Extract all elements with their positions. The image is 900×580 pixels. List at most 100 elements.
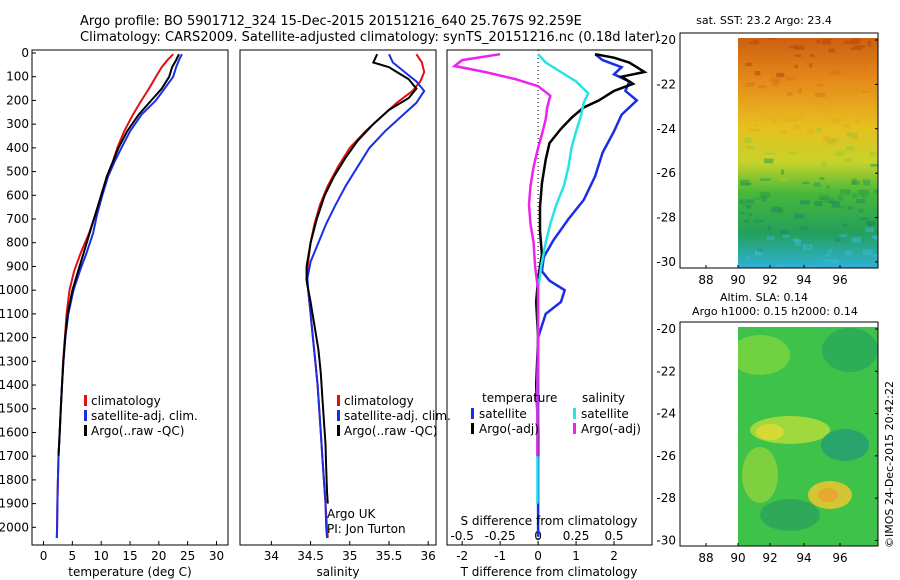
lat-tick-label: -22	[656, 364, 676, 378]
t-diff-tick-label: -1	[494, 549, 506, 563]
s-diff-tick-label: -0.5	[450, 529, 473, 543]
legend-swatch	[573, 423, 576, 434]
depth-tick-label: 1000	[0, 283, 29, 297]
argo-uk-annotation: Argo UK	[327, 507, 376, 521]
temperature-series-line	[55, 53, 174, 539]
lon-tick-label: 88	[698, 551, 713, 565]
legend-entry: Argo(-adj)	[479, 422, 539, 436]
legend-swatch	[471, 423, 474, 434]
legend-swatch	[84, 410, 87, 421]
lat-tick-label: -20	[656, 322, 676, 336]
header-line1: Argo profile: BO 5901712_324 15-Dec-2015…	[80, 14, 582, 29]
s-diff-tick-label: -0.25	[485, 529, 516, 543]
lon-tick-label: 88	[698, 273, 713, 287]
salinity-series-line	[306, 53, 426, 539]
depth-tick-label: 1900	[0, 497, 29, 511]
temperature-series-line	[55, 53, 183, 539]
legend-entry: satellite	[581, 407, 629, 421]
legend-entry: climatology	[344, 394, 414, 408]
s-diff-tick-label: 0.25	[563, 529, 590, 543]
depth-tick-label: 500	[6, 165, 29, 179]
lat-tick-label: -28	[656, 491, 676, 505]
salinity-series-line	[305, 53, 426, 539]
temperature-tick-label: 30	[209, 549, 224, 563]
difference-series-line	[534, 52, 648, 457]
t-diff-tick-label: -2	[456, 549, 468, 563]
legend-swatch	[573, 408, 576, 419]
temperature-tick-label: 25	[180, 549, 195, 563]
depth-tick-label: 1800	[0, 473, 29, 487]
sst-heatmap	[738, 38, 878, 268]
sla-map-panel: Altim. SLA: 0.14 Argo h1000: 0.15 h2000:…	[656, 291, 879, 565]
difference-series-line	[536, 53, 639, 537]
header-line2: Climatology: CARS2009. Satellite-adjuste…	[80, 30, 660, 45]
temperature-axes-frame	[31, 49, 229, 546]
lat-tick-label: -26	[656, 449, 676, 463]
legend-swatch	[337, 395, 340, 406]
lat-tick-label: -24	[656, 407, 676, 421]
t-diff-tick-label: 1	[572, 549, 580, 563]
temperature-series-line	[57, 53, 180, 457]
temperature-panel: 0100200300400500600700800900100011001200…	[0, 46, 229, 579]
pi-annotation: PI: Jon Turton	[327, 522, 406, 536]
sla-heatmap	[738, 327, 878, 546]
sla-map-title-2: Argo h1000: 0.15 h2000: 0.14	[692, 305, 858, 318]
lon-tick-label: 92	[762, 273, 777, 287]
depth-tick-label: 1200	[0, 331, 29, 345]
legend-entry: Argo(-adj)	[581, 422, 641, 436]
lat-tick-label: -30	[656, 255, 676, 269]
lat-tick-label: -30	[656, 533, 676, 547]
lat-tick-label: -22	[656, 77, 676, 91]
depth-tick-label: 300	[6, 117, 29, 131]
depth-tick-label: 900	[6, 259, 29, 273]
salinity-xlabel: salinity	[316, 565, 359, 579]
legend-swatch	[337, 425, 340, 436]
depth-tick-label: 1400	[0, 378, 29, 392]
lon-tick-label: 90	[730, 551, 745, 565]
temperature-tick-label: 15	[122, 549, 137, 563]
lat-tick-label: -28	[656, 211, 676, 225]
depth-tick-label: 1500	[0, 402, 29, 416]
temperature-tick-label: 0	[40, 549, 48, 563]
depth-tick-label: 400	[6, 141, 29, 155]
lon-tick-label: 94	[796, 273, 811, 287]
legend-entry: Argo(..raw -QC)	[344, 424, 437, 438]
lat-tick-label: -20	[656, 33, 676, 47]
legend-swatch	[471, 408, 474, 419]
sst-map-panel: sat. SST: 23.2 Argo: 23.4 -20 -22 -24 -26 -2…	[656, 14, 879, 287]
difference-series-line	[451, 52, 552, 457]
difference-axes-frame	[446, 49, 653, 546]
t-diff-tick-label: 0	[534, 549, 542, 563]
salinity-tick-label: 35.5	[376, 549, 403, 563]
salinity-series-line	[305, 53, 418, 504]
depth-tick-label: 800	[6, 236, 29, 250]
t-diff-tick-label: 2	[610, 549, 618, 563]
legend-entry: satellite-adj. clim.	[344, 409, 451, 423]
depth-tick-label: 1300	[0, 354, 29, 368]
depth-tick-label: 700	[6, 212, 29, 226]
salinity-panel: 34 34.5 35 35.5 36 salinity climatologysatel…	[239, 49, 451, 579]
lon-tick-label: 94	[796, 551, 811, 565]
legend-entry: satellite	[479, 407, 527, 421]
t-difference-xlabel: T difference from climatology	[460, 565, 638, 579]
legend-salinity-title: salinity	[582, 391, 625, 405]
lat-tick-label: -26	[656, 166, 676, 180]
sst-field	[738, 38, 878, 268]
legend-temperature-title: temperature	[482, 391, 557, 405]
depth-tick-label: 600	[6, 188, 29, 202]
lon-tick-label: 96	[832, 551, 847, 565]
temperature-tick-label: 5	[69, 549, 77, 563]
temperature-tick-label: 20	[151, 549, 166, 563]
depth-tick-label: 1600	[0, 425, 29, 439]
lon-tick-label: 96	[832, 273, 847, 287]
legend-entry: satellite-adj. clim.	[91, 409, 198, 423]
depth-tick-label: 1100	[0, 307, 29, 321]
legend-entry: Argo(..raw -QC)	[91, 424, 184, 438]
temperature-xlabel: temperature (deg C)	[68, 565, 191, 579]
s-difference-xlabel: S difference from climatology	[461, 514, 638, 528]
lon-tick-label: 90	[730, 273, 745, 287]
sla-map-title-1: Altim. SLA: 0.14	[720, 291, 808, 304]
salinity-tick-label: 36	[421, 549, 436, 563]
